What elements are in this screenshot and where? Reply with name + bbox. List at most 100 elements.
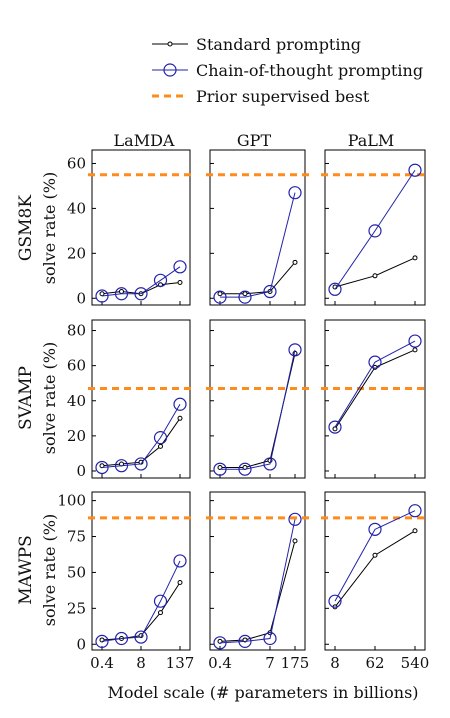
row-ylabel: solve rate (%) xyxy=(40,342,59,454)
row-ylabel: solve rate (%) xyxy=(40,172,59,284)
standard-point xyxy=(242,291,248,297)
standard-point xyxy=(99,291,105,297)
standard-point xyxy=(158,610,163,616)
cot-point xyxy=(173,260,187,274)
standard-series-line xyxy=(219,540,296,642)
standard-point xyxy=(119,289,124,295)
legend-cot-label: Chain-of-thought prompting xyxy=(196,61,423,80)
cot-point xyxy=(134,457,148,471)
panel-frame xyxy=(91,319,191,479)
legend-standard-marker xyxy=(167,41,173,47)
y-tick-label: 0 xyxy=(76,289,86,307)
y-tick-label: 50 xyxy=(67,563,86,581)
cot-point xyxy=(114,287,129,301)
cot-series-line xyxy=(334,510,416,602)
panel-gsm8k-lamda: 0 20 40 60 xyxy=(67,149,194,307)
y-tick-label: 100 xyxy=(57,492,86,510)
column-title-palm: PaLM xyxy=(348,131,395,150)
cot-point xyxy=(368,522,382,536)
y-tick-label: 40 xyxy=(67,392,86,410)
standard-point xyxy=(332,426,338,432)
y-tick-label: 80 xyxy=(67,322,86,340)
cot-point xyxy=(153,273,168,287)
x-axis-label: Model scale (# parameters in billions) xyxy=(107,683,418,702)
cot-point xyxy=(153,594,168,608)
cot-point xyxy=(173,397,187,411)
y-tick-label: 20 xyxy=(67,244,86,262)
x-tick-label: 0.4 xyxy=(90,654,114,672)
standard-point xyxy=(99,463,105,469)
panel-mawps-lamda: 0 25 50 75 100 0.4 8 137 xyxy=(57,491,195,672)
cot-point xyxy=(95,460,109,475)
cot-point xyxy=(134,287,148,301)
row-dataset-label: SVAMP xyxy=(16,366,36,430)
row-ylabel: solve rate (%) xyxy=(40,514,59,626)
panel-frame xyxy=(209,149,306,306)
y-tick-label: 60 xyxy=(67,154,86,172)
y-tick-label: 40 xyxy=(67,199,86,217)
standard-series-line xyxy=(101,418,181,467)
cot-series-line xyxy=(220,349,296,470)
cot-point xyxy=(173,554,187,568)
standard-point xyxy=(292,538,298,544)
standard-series-line xyxy=(220,353,296,468)
y-tick-label: 20 xyxy=(67,427,86,445)
row-label-svamp: SVAMP solve rate (%) xyxy=(16,342,59,454)
cot-point xyxy=(328,594,342,608)
legend-standard-label: Standard prompting xyxy=(196,35,361,54)
standard-point xyxy=(217,291,223,297)
cot-point xyxy=(288,186,302,200)
panel-frame xyxy=(209,319,306,479)
cot-point xyxy=(134,630,148,644)
panel-svamp-palm xyxy=(321,319,429,479)
cot-point xyxy=(213,636,227,650)
panel-frame xyxy=(324,491,426,651)
y-tick-label: 0 xyxy=(76,462,86,480)
legend: Standard prompting Chain-of-thought prom… xyxy=(152,35,423,106)
standard-point xyxy=(412,255,418,261)
panel-gsm8k-gpt xyxy=(206,149,309,306)
cot-point xyxy=(288,343,302,357)
cot-point xyxy=(114,631,129,646)
cot-point xyxy=(95,289,109,303)
y-tick-label: 25 xyxy=(67,599,86,617)
cot-point xyxy=(288,512,302,526)
standard-point xyxy=(177,280,183,286)
panel-svamp-lamda: 0 20 40 60 80 xyxy=(67,319,194,480)
cot-point xyxy=(263,457,277,471)
cot-point xyxy=(95,634,109,648)
panel-frame xyxy=(209,491,306,651)
cot-point xyxy=(213,462,227,476)
panels: 0 20 40 60 0 20 40 60 80 0 25 50 75 100 0.4 8 137 0.4 7 175… xyxy=(57,149,430,672)
panel-mawps-gpt: 0.4 7 175 xyxy=(206,491,310,672)
legend-cot-marker xyxy=(163,63,177,77)
cot-point xyxy=(368,224,382,238)
row-label-gsm8k: GSM8K solve rate (%) xyxy=(16,172,59,284)
cot-point xyxy=(408,334,422,348)
cot-point xyxy=(114,459,129,473)
cot-point xyxy=(328,420,342,434)
x-tick-label: 175 xyxy=(281,654,310,672)
standard-series-line xyxy=(334,530,416,608)
legend-prior-label: Prior supervised best xyxy=(196,87,370,106)
x-tick-label: 540 xyxy=(401,654,430,672)
row-label-mawps: MAWPS solve rate (%) xyxy=(16,514,59,626)
row-dataset-label: MAWPS xyxy=(16,535,36,605)
standard-point xyxy=(412,528,418,534)
panel-gsm8k-palm xyxy=(321,149,429,306)
x-tick-label: 137 xyxy=(166,654,195,672)
cot-series-line xyxy=(334,169,416,290)
standard-point xyxy=(177,415,183,421)
cot-point xyxy=(238,290,252,304)
cot-point xyxy=(263,631,277,646)
x-tick-label: 7 xyxy=(265,654,275,672)
cot-point xyxy=(328,282,342,296)
cot-point xyxy=(153,431,168,445)
cot-point xyxy=(213,290,227,304)
y-tick-label: 60 xyxy=(67,357,86,375)
cot-point xyxy=(263,284,277,299)
cot-point xyxy=(408,504,422,518)
cot-series-line xyxy=(334,340,416,428)
x-tick-label: 8 xyxy=(330,654,340,672)
standard-point xyxy=(292,259,298,265)
